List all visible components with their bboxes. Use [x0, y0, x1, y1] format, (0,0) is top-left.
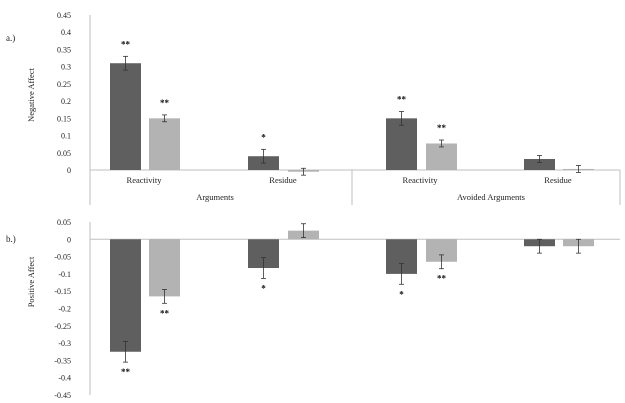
panel-a-error-bars — [123, 55, 581, 176]
significance-marker: ** — [121, 367, 131, 377]
panel-a-axes — [89, 15, 621, 205]
group-label-arguments: Arguments — [196, 192, 234, 202]
bar — [386, 118, 417, 170]
bar — [426, 239, 457, 262]
y-tick-label: -0.25 — [54, 322, 71, 331]
y-tick-label: 0 — [67, 166, 71, 175]
y-tick-label: 0.05 — [57, 149, 71, 158]
category-label: Reactivity — [127, 175, 163, 185]
bar — [110, 63, 141, 170]
bar — [426, 143, 457, 170]
y-tick-label: 0.25 — [57, 80, 71, 89]
panel-b-label: b.) — [6, 234, 16, 244]
y-tick-label: -0.45 — [54, 391, 71, 400]
significance-marker: ** — [160, 98, 170, 108]
panel-a-negative-affect: a.) Negative Affect 0.450.40.350.30.250.… — [6, 11, 621, 205]
significance-marker: ** — [437, 274, 447, 284]
bar — [149, 239, 180, 297]
panel-a-label: a.) — [6, 33, 15, 43]
bar — [110, 239, 141, 352]
category-label: Reactivity — [403, 175, 439, 185]
significance-marker: ** — [397, 94, 407, 104]
y-tick-label: 0.35 — [57, 45, 71, 54]
y-tick-label: 0 — [67, 235, 71, 244]
y-tick-label: 0.15 — [57, 114, 71, 123]
panel-b-significance-markers: ******** — [121, 274, 447, 377]
significance-marker: ** — [121, 39, 131, 49]
panel-b-positive-affect: b.) Positive Affect 0.05 0 -0.05 -0.1 -0.15 -… — [6, 218, 620, 400]
category-label: Residue — [544, 175, 572, 185]
significance-marker: * — [261, 132, 266, 142]
category-label: Residue — [269, 175, 297, 185]
y-tick-label: -0.4 — [58, 374, 71, 383]
y-tick-label: -0.2 — [58, 305, 71, 314]
y-tick-label: 0.1 — [61, 132, 71, 141]
panel-a-category-labels: Reactivity Residue Reactivity Residue — [127, 175, 572, 185]
significance-marker: * — [399, 289, 404, 299]
y-tick-label: -0.3 — [58, 339, 71, 348]
y-tick-label: -0.05 — [54, 253, 71, 262]
significance-marker: ** — [160, 308, 170, 318]
bar — [149, 118, 180, 170]
panel-b-y-axis-title: Positive Affect — [26, 256, 36, 307]
panel-a-y-axis-title: Negative Affect — [26, 67, 36, 122]
y-tick-label: -0.1 — [58, 270, 71, 279]
y-tick-label: 0.3 — [61, 63, 71, 72]
y-tick-label: 0.4 — [61, 28, 71, 37]
y-tick-label: 0.2 — [61, 97, 71, 106]
panel-b-y-tick-labels: 0.05 0 -0.05 -0.1 -0.15 -0.2 -0.25 -0.3 -0.35 -0.… — [54, 218, 71, 400]
significance-marker: * — [261, 283, 266, 293]
panel-b-error-bars — [123, 223, 581, 363]
panel-a-y-tick-labels: 0.45 0.4 0.35 0.3 0.25 0.2 0.15 0.1 0.05 0 — [57, 11, 71, 175]
group-label-avoided-arguments: Avoided Arguments — [457, 192, 525, 202]
panel-a-bars — [110, 63, 594, 172]
y-tick-label: -0.35 — [54, 356, 71, 365]
panel-a-significance-markers: ********* — [121, 39, 447, 142]
y-tick-label: 0.05 — [57, 218, 71, 227]
y-tick-label: -0.15 — [54, 287, 71, 296]
significance-marker: ** — [437, 123, 447, 133]
y-tick-label: 0.45 — [57, 11, 71, 20]
panel-b-bars — [110, 230, 594, 352]
bar — [524, 158, 555, 170]
